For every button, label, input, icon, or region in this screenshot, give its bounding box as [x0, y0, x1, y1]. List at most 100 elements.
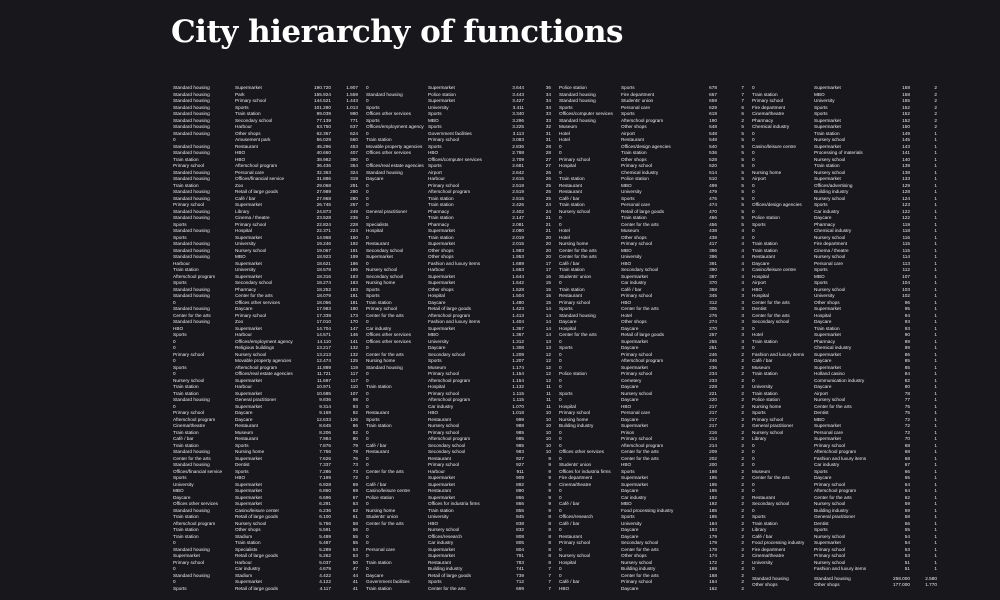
cell-label-from: 0 [173, 371, 176, 376]
cell-count: 8 [548, 540, 551, 545]
table-row: Other shops Other shops 177.000 1.770 [752, 582, 937, 589]
table-row: Train station HBO 38.982 390 [173, 157, 358, 164]
table-column: Police station Sports 678 7 Standard housing… [559, 85, 752, 592]
cell-count: 126 [350, 416, 358, 422]
table-row: Sports Secondary school 18.274 183 [173, 280, 358, 287]
cell-count: 20 [545, 247, 551, 253]
cell-value: 2.519 [512, 182, 524, 188]
cell-value: 345 [709, 293, 717, 298]
cell-label-from: General practitioner [752, 423, 794, 428]
table-row: Standard housing Supermarket 190.720 1.907 [173, 85, 358, 92]
cell-label-from: 0 [752, 449, 755, 454]
cell-label-from: Library [752, 527, 767, 532]
cell-count: 2 [934, 98, 937, 103]
cell-label-to: Sports [621, 195, 635, 201]
cell-label-to: Train station [428, 195, 454, 201]
cell-label-from: Museum [559, 124, 577, 129]
cell-value: 2.147 [512, 215, 524, 220]
cell-value: 999 [516, 416, 524, 422]
cell-value: 6.236 [319, 507, 331, 513]
cell-count: 1 [934, 423, 937, 428]
table-row: 0 Religious buildings 13.217 132 [173, 345, 358, 352]
cell-value: 258.000 [893, 575, 910, 581]
table-row: 0 Building industry 169 2 [559, 566, 744, 573]
cell-count: 41 [352, 579, 358, 584]
cell-label-to: Cinema / theatre [814, 247, 849, 253]
cell-count: 5 [741, 143, 744, 149]
table-row: Standard housing Train station 99.039 990 [173, 111, 358, 118]
table-row: Offices/real estate agencies Sports 2.681 2… [366, 163, 551, 170]
cell-count: 25 [545, 195, 551, 201]
cell-label-from: Center for the arts [366, 468, 404, 474]
cell-count: 73 [352, 462, 358, 467]
cell-count: 637 [350, 124, 358, 129]
cell-label-to: Café / bar [621, 286, 642, 292]
table-row: Nursery school Harbour 1.663 17 [366, 267, 551, 274]
cell-value: 217 [709, 423, 717, 428]
cell-value: 18.252 [316, 286, 331, 292]
cell-value: 312 [709, 299, 717, 305]
cell-value: 115 [902, 241, 910, 246]
cell-label-to: Restaurant [235, 423, 258, 428]
cell-label-to: Car industry [428, 403, 454, 409]
table-row: Restaurant Daycare 179 2 [559, 534, 744, 541]
cell-count: 4 [741, 228, 744, 233]
table-row: HBO Daycare 162 2 [559, 586, 744, 593]
cell-value: 119 [902, 221, 910, 227]
cell-label-from: Train station [752, 241, 778, 246]
cell-count: 8 [548, 546, 551, 552]
cell-count: 2 [741, 436, 744, 441]
table-row: Fire department Sports 152 2 [752, 105, 937, 112]
cell-label-from: 0 [752, 442, 755, 448]
table-row: Restaurant University 479 5 [559, 189, 744, 196]
cell-label-from: Specialists [366, 221, 389, 227]
cell-value: 540 [709, 143, 717, 149]
cell-count: 1 [934, 163, 937, 168]
cell-label-to: HBO [235, 475, 246, 480]
cell-count: 1 [934, 332, 937, 337]
table-row: Standard housing HBO 40.660 407 [173, 150, 358, 157]
cell-label-to: Fashion and luxury items [814, 566, 867, 571]
cell-label-from: 0 [173, 358, 176, 363]
cell-label-to: Restaurant [235, 436, 258, 441]
cell-value: 162 [709, 585, 717, 591]
cell-label-from: Offices other services [366, 332, 411, 337]
table-row: 0 Train station 5.487 55 [173, 540, 358, 547]
table-row: MBO Supermarket 6.860 69 [173, 488, 358, 495]
cell-count: 147 [350, 325, 358, 331]
cell-count: 1 [934, 267, 937, 272]
table-row: 0 Afterschool program 246 2 [559, 358, 744, 365]
cell-count: 67 [352, 494, 358, 500]
cell-label-from: 0 [752, 189, 755, 194]
table-row: Nursing home Train station 855 9 [366, 508, 551, 515]
cell-label-from: Restaurant [559, 533, 582, 539]
cell-value: 19.246 [316, 241, 331, 246]
cell-count: 34 [545, 104, 551, 110]
table-row: Center for the arts Other shops 96 1 [752, 300, 937, 307]
cell-label-from: Train station [173, 514, 199, 519]
cell-count: 390 [350, 156, 358, 162]
cell-label-to: Other shops [814, 299, 840, 305]
table-row: Standard housing Stadium 4.422 44 [173, 573, 358, 580]
cell-value: 214 [709, 436, 717, 441]
table-row: Nursing home Primary school 417 4 [559, 241, 744, 248]
table-row: Standard housing MBO 18.923 189 [173, 254, 358, 261]
cell-label-to: Supermarket [428, 273, 455, 279]
table-row: Fashion and luxury items Supermarket 86 1 [752, 352, 937, 359]
cell-label-to: Fashion and luxury items [814, 455, 867, 461]
cell-label-from: 0 [559, 384, 562, 389]
cell-count: 8 [548, 520, 551, 526]
cell-label-from: Sports [752, 514, 766, 519]
cell-label-from: Fire department [752, 546, 786, 552]
cell-label-from: Primary school [173, 163, 204, 168]
cell-count: 25 [545, 182, 551, 188]
table-row: 0 Offices other services 18.056 181 [173, 300, 358, 307]
cell-value: 2.709 [512, 156, 524, 162]
table-row: Restaurant MBO 499 5 [559, 183, 744, 190]
cell-value: 22.824 [316, 221, 331, 227]
cell-value: 93 [904, 319, 910, 324]
table-row: Secondary school Supermarket 1.644 16 [366, 274, 551, 281]
cell-value: 5.262 [319, 553, 331, 558]
cell-label-to: HBO [621, 403, 632, 409]
cell-label-to: MBO [814, 416, 825, 422]
